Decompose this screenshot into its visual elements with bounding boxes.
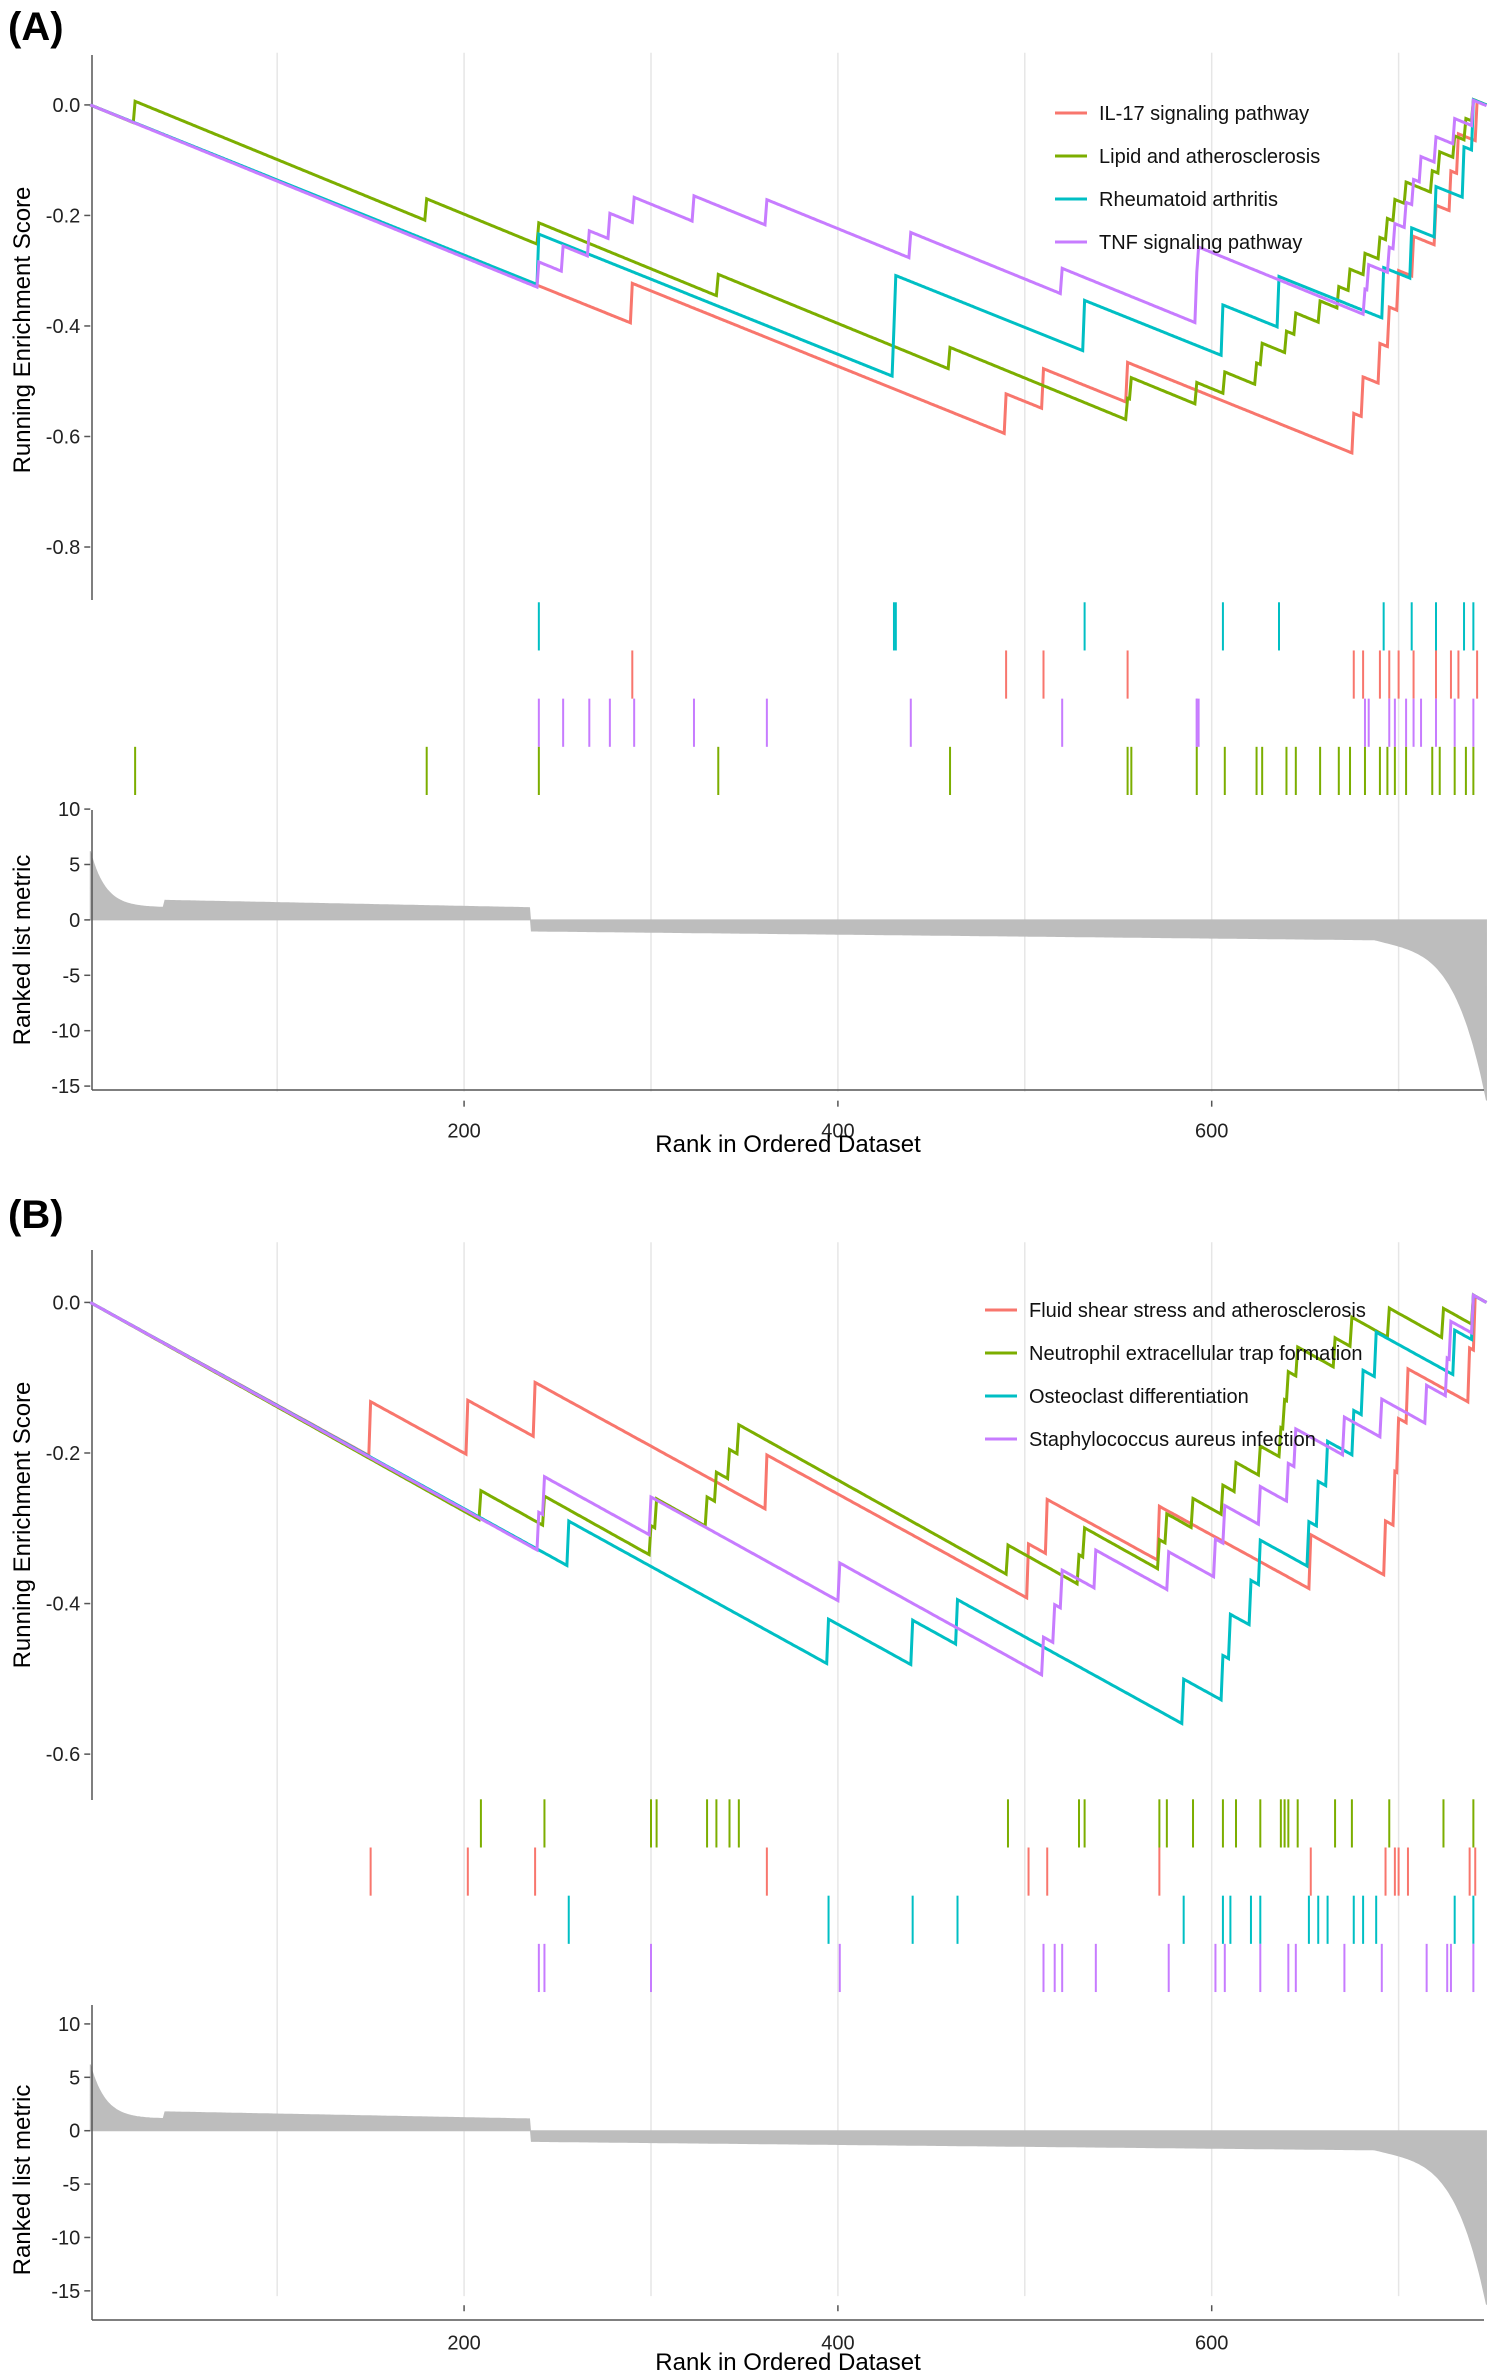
panel-b-label: (B): [8, 1193, 64, 1237]
es-tick-label: 0.0: [52, 1292, 80, 1314]
panel-a-label: (A): [8, 5, 64, 49]
legend-entry: Rheumatoid arthritis: [1099, 189, 1278, 211]
panel-b-enrichment-lines: [89, 1292, 1488, 1726]
panel-a-x-axis-title: Rank in Ordered Dataset: [655, 1131, 921, 1158]
es-tick-label: -0.6: [46, 426, 80, 448]
panel-a-es-axis-title: Running Enrichment Score: [9, 187, 36, 474]
enrichment-line: [89, 97, 1488, 422]
panel-a-metric-y-axis: 10 5 0 -5 -10 -15: [51, 799, 1484, 1098]
metric-tick-label: 5: [69, 2067, 80, 2089]
x-tick-label: 600: [1195, 1120, 1228, 1142]
panel-b-x-axis-title: Rank in Ordered Dataset: [655, 2349, 921, 2376]
panel-b-es-axis-title: Running Enrichment Score: [9, 1382, 36, 1669]
panel-a-x-axis: 200 400 600: [447, 1100, 1228, 1142]
panel-b: (B) 0.0 -0.2 -0.4 -0.6 Running Enrichment S…: [8, 1193, 1488, 2376]
legend-entry: Fluid shear stress and atherosclerosis: [1029, 1300, 1366, 1322]
panel-b-es-y-axis: 0.0 -0.2 -0.4 -0.6: [46, 1250, 93, 1800]
legend-entry: Lipid and atherosclerosis: [1099, 146, 1320, 168]
panel-b-hit-bars: [369, 1799, 1477, 1993]
es-tick-label: -0.6: [46, 1744, 80, 1766]
panel-b-legend: Fluid shear stress and atherosclerosis Ne…: [985, 1300, 1366, 1451]
metric-tick-label: 5: [69, 854, 80, 876]
metric-tick-label: -5: [62, 965, 80, 987]
x-tick-label: 400: [821, 1120, 854, 1142]
ranked-metric-area: [89, 851, 1487, 1101]
legend-entry: Osteoclast differentiation: [1029, 1386, 1249, 1408]
panel-a-es-y-axis: 0.0 -0.2 -0.4 -0.6 -0.8: [46, 55, 93, 600]
metric-tick-label: 0: [69, 910, 80, 932]
x-tick-label: 200: [447, 2332, 480, 2354]
panel-a-enrichment-lines: [89, 97, 1488, 456]
metric-tick-label: -5: [62, 2174, 80, 2196]
es-tick-label: -0.2: [46, 1443, 80, 1465]
metric-tick-label: -10: [51, 1021, 80, 1043]
metric-tick-label: 0: [69, 2121, 80, 2143]
legend-entry: Neutrophil extracellular trap formation: [1029, 1343, 1363, 1365]
es-tick-label: -0.4: [46, 1594, 80, 1616]
panel-b-ranked-metric: [89, 2064, 1487, 2305]
ranked-metric-area: [89, 2064, 1487, 2305]
enrichment-line: [89, 98, 1488, 325]
es-tick-label: -0.2: [46, 205, 80, 227]
metric-tick-label: -15: [51, 1076, 80, 1098]
panel-a-legend: IL-17 signaling pathway Lipid and atheros…: [1055, 103, 1320, 254]
legend-entry: TNF signaling pathway: [1099, 232, 1302, 254]
metric-tick-label: 10: [58, 2014, 80, 2036]
panel-a-ranked-metric: [89, 851, 1487, 1101]
es-tick-label: -0.8: [46, 537, 80, 559]
x-tick-label: 600: [1195, 2332, 1228, 2354]
panel-a: (A) 0.0 -0.2 -0.4 -0.6 -0.8 Running Enrichme…: [8, 5, 1488, 1158]
es-tick-label: 0.0: [52, 95, 80, 117]
panel-a-hit-bars: [134, 602, 1479, 796]
legend-entry: Staphylococcus aureus infection: [1029, 1429, 1316, 1451]
es-tick-label: -0.4: [46, 316, 80, 338]
panel-a-metric-axis-title: Ranked list metric: [9, 855, 36, 1046]
legend-entry: IL-17 signaling pathway: [1099, 103, 1309, 125]
enrichment-line: [89, 1292, 1488, 1678]
panel-b-metric-axis-title: Ranked list metric: [9, 2085, 36, 2276]
x-tick-label: 400: [821, 2332, 854, 2354]
panel-b-metric-y-axis: 10 5 0 -5 -10 -15: [51, 2005, 1484, 2321]
panel-b-x-axis: 200 400 600: [447, 2305, 1228, 2354]
x-tick-label: 200: [447, 1120, 480, 1142]
metric-tick-label: 10: [58, 799, 80, 821]
metric-tick-label: -15: [51, 2281, 80, 2303]
metric-tick-label: -10: [51, 2227, 80, 2249]
